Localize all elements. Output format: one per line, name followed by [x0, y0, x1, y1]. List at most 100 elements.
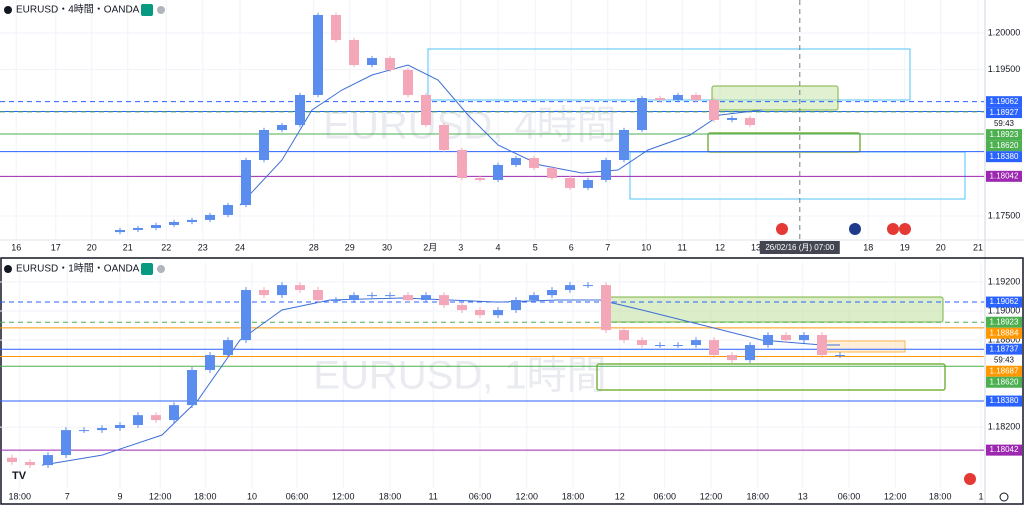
price-tag: 1.18380	[990, 396, 1019, 405]
x-tick-label: 06:00	[469, 491, 492, 501]
countdown-tag-bg	[986, 118, 1022, 130]
market-status	[141, 263, 153, 275]
x-tick-label: 13	[798, 491, 808, 501]
event-icon[interactable]	[964, 473, 976, 485]
price-tag-bg	[986, 107, 1022, 119]
x-tick-label: 22	[161, 242, 171, 252]
price-tag: 1.19062	[990, 297, 1019, 306]
market-status	[141, 4, 153, 16]
collapse-icon[interactable]	[4, 265, 12, 273]
event-icon[interactable]	[887, 223, 899, 235]
pane-4h: EURUSD, 4時間	[0, 0, 984, 240]
countdown-tag-bg	[986, 354, 1022, 366]
drawing-zone	[596, 363, 946, 391]
y-tick-label: 1.18800	[988, 334, 1021, 344]
candle-body	[349, 40, 359, 65]
candle-body	[187, 219, 197, 222]
x-tick-label: 11	[678, 242, 687, 252]
candle-body	[295, 285, 305, 291]
settings-icon[interactable]	[999, 492, 1009, 502]
event-icon[interactable]	[849, 223, 861, 235]
candle-body	[763, 335, 773, 346]
candle-body	[259, 290, 269, 296]
x-tick-label: 12:00	[884, 491, 907, 501]
y-tick-label: 1.19500	[988, 64, 1021, 74]
candle-body	[691, 340, 701, 346]
price-tag: 1.18884	[990, 328, 1019, 337]
x-tick-label: 18:00	[562, 491, 585, 501]
pane-1h: EURUSD, 1時間	[0, 262, 984, 488]
countdown-tag: 59:43	[994, 355, 1015, 364]
x-tick-label: 6	[569, 242, 574, 252]
candle-body	[529, 295, 539, 301]
event-icon[interactable]	[776, 223, 788, 235]
candle-body	[151, 415, 161, 421]
candle-body	[241, 290, 251, 341]
x-tick-label: 30	[382, 242, 392, 252]
countdown-tag: 59:43	[994, 119, 1015, 128]
y-tick-label: 1.19200	[988, 276, 1021, 286]
collapse-icon[interactable]	[4, 6, 12, 14]
x-tick-label: 11	[429, 491, 438, 501]
candle-body	[817, 335, 827, 356]
y-tick-label: 1.18200	[988, 422, 1021, 432]
candle-body	[25, 462, 35, 466]
candle-body	[619, 330, 629, 341]
candle-body	[133, 227, 143, 230]
price-tag-bg	[986, 376, 1022, 388]
status-dot	[157, 6, 165, 14]
price-tag-bg	[986, 343, 1022, 355]
status-dot	[157, 265, 165, 273]
candle-body	[403, 69, 413, 96]
candle-body	[475, 310, 485, 316]
price-tag-bg	[986, 140, 1022, 152]
x-tick-label: 21	[123, 242, 133, 252]
x-tick-label: 18:00	[747, 491, 770, 501]
candle-body	[511, 158, 521, 165]
candle-body	[529, 158, 539, 168]
x-tick-label: 24	[235, 242, 245, 252]
x-tick-label: 13	[751, 242, 761, 252]
candle-body	[367, 58, 377, 65]
x-tick-label: 12:00	[700, 491, 723, 501]
x-tick-label: 7	[605, 242, 610, 252]
y-tick-label: 1.20000	[988, 27, 1021, 37]
candle-body	[259, 129, 269, 160]
candle-body	[223, 205, 233, 215]
header-1: EURUSD・1時間・OANDA	[4, 263, 165, 275]
candle-body	[403, 295, 413, 301]
candle-body	[709, 99, 719, 120]
candle-body	[583, 285, 593, 287]
price-tag: 1.18687	[990, 366, 1019, 375]
candle-body	[547, 167, 557, 179]
candle-body	[385, 58, 395, 70]
candle-body	[727, 355, 737, 361]
candle-body	[313, 15, 323, 96]
y-tick-label: 1.19000	[988, 305, 1021, 315]
candle-body	[421, 295, 431, 301]
x-tick-label: 28	[309, 242, 319, 252]
candle-body	[583, 179, 593, 188]
candle-body	[115, 425, 125, 429]
event-icon[interactable]	[899, 223, 911, 235]
header-0: EURUSD・4時間・OANDA	[4, 4, 165, 16]
candle-body	[673, 95, 683, 100]
x-tick-label: 18:00	[929, 491, 952, 501]
candle-body	[655, 98, 665, 100]
price-tag: 1.18923	[990, 130, 1019, 139]
x-tick-label: 06:00	[286, 491, 309, 501]
candle-body	[349, 295, 359, 301]
x-tick-label: 06:00	[838, 491, 861, 501]
price-tag: 1.18620	[990, 141, 1019, 150]
candle-body	[493, 310, 503, 316]
candle-body	[781, 335, 791, 341]
price-tag-bg	[986, 170, 1022, 182]
candle-body	[277, 285, 287, 296]
candle-body	[115, 229, 125, 233]
candle-body	[133, 415, 143, 426]
candle-body	[709, 340, 719, 356]
x-tick-label: 23	[198, 242, 208, 252]
x-tick-label: 19	[900, 242, 910, 252]
x-tick-label: 20	[936, 242, 946, 252]
